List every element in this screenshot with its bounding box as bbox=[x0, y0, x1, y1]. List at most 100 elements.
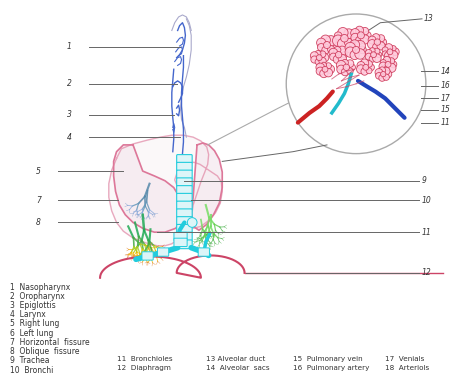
Circle shape bbox=[391, 48, 398, 56]
FancyBboxPatch shape bbox=[176, 170, 192, 179]
Text: 17: 17 bbox=[439, 94, 449, 103]
Circle shape bbox=[360, 68, 367, 75]
Text: 16: 16 bbox=[439, 81, 449, 90]
Circle shape bbox=[360, 27, 368, 35]
Circle shape bbox=[380, 71, 385, 77]
FancyBboxPatch shape bbox=[176, 162, 192, 171]
Circle shape bbox=[319, 53, 328, 62]
Circle shape bbox=[323, 41, 330, 49]
Text: 11: 11 bbox=[421, 228, 431, 237]
Circle shape bbox=[337, 27, 347, 38]
Circle shape bbox=[367, 39, 376, 49]
Circle shape bbox=[346, 60, 353, 67]
Circle shape bbox=[321, 66, 327, 72]
Circle shape bbox=[325, 36, 336, 46]
Circle shape bbox=[341, 52, 347, 58]
Circle shape bbox=[333, 47, 340, 54]
Circle shape bbox=[382, 56, 390, 64]
Polygon shape bbox=[108, 135, 222, 246]
Circle shape bbox=[365, 68, 371, 74]
Circle shape bbox=[378, 62, 386, 71]
Circle shape bbox=[363, 32, 370, 39]
FancyBboxPatch shape bbox=[142, 252, 153, 260]
Circle shape bbox=[315, 67, 324, 75]
Circle shape bbox=[368, 56, 375, 62]
Circle shape bbox=[343, 29, 353, 39]
Circle shape bbox=[285, 14, 425, 154]
Circle shape bbox=[371, 33, 379, 41]
Circle shape bbox=[356, 62, 364, 70]
Circle shape bbox=[320, 35, 330, 45]
Circle shape bbox=[372, 54, 381, 62]
Text: 12: 12 bbox=[421, 268, 431, 277]
Circle shape bbox=[354, 41, 364, 51]
Circle shape bbox=[341, 59, 347, 66]
FancyBboxPatch shape bbox=[176, 209, 192, 218]
Circle shape bbox=[327, 45, 334, 53]
Circle shape bbox=[373, 48, 379, 55]
Circle shape bbox=[315, 63, 324, 72]
Text: 7  Horizontal  fissure: 7 Horizontal fissure bbox=[10, 338, 90, 347]
Circle shape bbox=[354, 49, 364, 59]
Circle shape bbox=[316, 38, 325, 47]
Circle shape bbox=[362, 64, 368, 70]
Circle shape bbox=[314, 59, 320, 65]
Circle shape bbox=[365, 61, 372, 67]
Circle shape bbox=[376, 42, 384, 50]
FancyBboxPatch shape bbox=[174, 238, 187, 247]
Polygon shape bbox=[113, 145, 182, 232]
Circle shape bbox=[369, 48, 375, 53]
Circle shape bbox=[329, 53, 336, 61]
Circle shape bbox=[376, 35, 384, 42]
Text: 14  Alveolar  sacs: 14 Alveolar sacs bbox=[205, 365, 269, 371]
Circle shape bbox=[386, 63, 395, 73]
Circle shape bbox=[328, 48, 337, 57]
Text: 3: 3 bbox=[67, 110, 72, 119]
Circle shape bbox=[384, 62, 390, 67]
FancyBboxPatch shape bbox=[176, 201, 192, 210]
Text: 2: 2 bbox=[67, 79, 72, 88]
Circle shape bbox=[336, 65, 345, 74]
Text: 8  Oblique  fissure: 8 Oblique fissure bbox=[10, 347, 79, 356]
Circle shape bbox=[374, 68, 382, 76]
Circle shape bbox=[352, 46, 359, 53]
Circle shape bbox=[335, 52, 341, 58]
Circle shape bbox=[320, 62, 326, 68]
Circle shape bbox=[390, 45, 395, 51]
Circle shape bbox=[329, 41, 337, 49]
Circle shape bbox=[381, 51, 387, 56]
Circle shape bbox=[348, 64, 355, 71]
Text: 11  Bronchioles: 11 Bronchioles bbox=[116, 356, 172, 362]
Text: 5  Right lung: 5 Right lung bbox=[10, 320, 59, 329]
Circle shape bbox=[345, 33, 356, 44]
FancyBboxPatch shape bbox=[176, 232, 192, 241]
Circle shape bbox=[310, 52, 318, 60]
Text: 1  Nasopharynx: 1 Nasopharynx bbox=[10, 283, 70, 292]
Circle shape bbox=[359, 35, 369, 44]
Circle shape bbox=[387, 58, 394, 64]
Circle shape bbox=[349, 50, 358, 59]
Circle shape bbox=[364, 53, 371, 60]
Circle shape bbox=[375, 52, 381, 58]
Circle shape bbox=[344, 42, 355, 53]
Circle shape bbox=[334, 32, 341, 39]
FancyBboxPatch shape bbox=[176, 224, 192, 233]
Text: 16  Pulmonary artery: 16 Pulmonary artery bbox=[292, 365, 369, 371]
FancyBboxPatch shape bbox=[176, 186, 192, 194]
FancyBboxPatch shape bbox=[176, 240, 192, 249]
Circle shape bbox=[384, 44, 392, 52]
Text: 15  Pulmonary vein: 15 Pulmonary vein bbox=[292, 356, 362, 362]
Circle shape bbox=[381, 47, 387, 53]
Circle shape bbox=[364, 50, 371, 56]
Circle shape bbox=[349, 40, 359, 50]
Text: 8: 8 bbox=[36, 218, 41, 227]
Circle shape bbox=[378, 67, 385, 74]
Circle shape bbox=[317, 44, 324, 51]
Circle shape bbox=[372, 43, 379, 50]
Text: 10  Bronchi: 10 Bronchi bbox=[10, 365, 53, 374]
Circle shape bbox=[360, 59, 368, 67]
Circle shape bbox=[318, 58, 325, 65]
Circle shape bbox=[378, 74, 385, 81]
Circle shape bbox=[383, 66, 389, 71]
Text: 3  Epiglottis: 3 Epiglottis bbox=[10, 301, 56, 310]
